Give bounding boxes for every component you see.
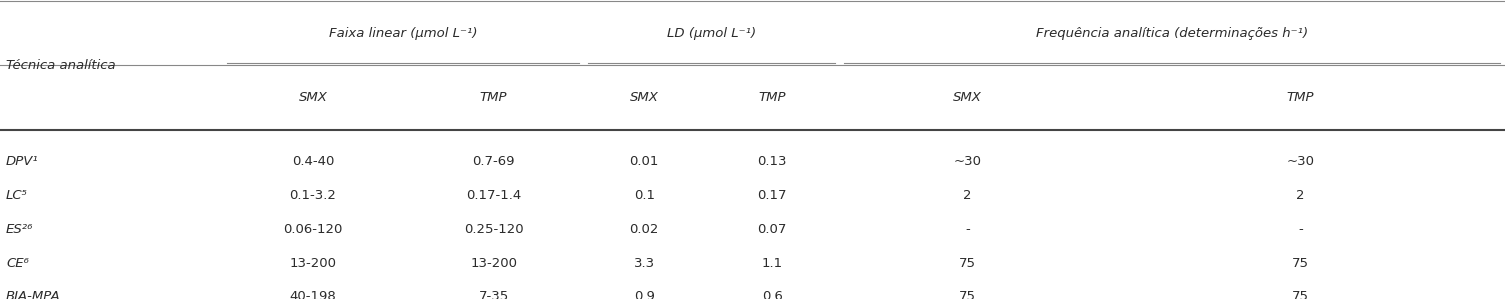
Text: TMP: TMP bbox=[759, 91, 786, 104]
Text: SMX: SMX bbox=[953, 91, 983, 104]
Text: ~30: ~30 bbox=[954, 155, 981, 168]
Text: 0.06-120: 0.06-120 bbox=[283, 223, 343, 236]
Text: 75: 75 bbox=[1291, 290, 1309, 299]
Text: Frequência analítica (determinações h⁻¹): Frequência analítica (determinações h⁻¹) bbox=[1037, 27, 1308, 40]
Text: Técnica analítica: Técnica analítica bbox=[6, 59, 116, 72]
Text: 3.3: 3.3 bbox=[634, 257, 655, 269]
Text: 0.17-1.4: 0.17-1.4 bbox=[467, 189, 521, 202]
Text: SMX: SMX bbox=[298, 91, 328, 104]
Text: TMP: TMP bbox=[1287, 91, 1314, 104]
Text: 75: 75 bbox=[1291, 257, 1309, 269]
Text: 0.1-3.2: 0.1-3.2 bbox=[289, 189, 337, 202]
Text: 0.13: 0.13 bbox=[757, 155, 787, 168]
Text: 2: 2 bbox=[963, 189, 972, 202]
Text: CE⁶: CE⁶ bbox=[6, 257, 29, 269]
Text: BIA-MPA: BIA-MPA bbox=[6, 290, 60, 299]
Text: 40-198: 40-198 bbox=[289, 290, 337, 299]
Text: 0.1: 0.1 bbox=[634, 189, 655, 202]
Text: 0.01: 0.01 bbox=[629, 155, 659, 168]
Text: 0.9: 0.9 bbox=[634, 290, 655, 299]
Text: 0.7-69: 0.7-69 bbox=[473, 155, 515, 168]
Text: 75: 75 bbox=[959, 257, 977, 269]
Text: 75: 75 bbox=[959, 290, 977, 299]
Text: LD (μmol L⁻¹): LD (μmol L⁻¹) bbox=[667, 27, 757, 40]
Text: 0.02: 0.02 bbox=[629, 223, 659, 236]
Text: -: - bbox=[1297, 223, 1303, 236]
Text: 13-200: 13-200 bbox=[289, 257, 337, 269]
Text: Faixa linear (μmol L⁻¹): Faixa linear (μmol L⁻¹) bbox=[330, 27, 477, 40]
Text: 1.1: 1.1 bbox=[762, 257, 783, 269]
Text: 0.17: 0.17 bbox=[757, 189, 787, 202]
Text: 13-200: 13-200 bbox=[470, 257, 518, 269]
Text: 0.07: 0.07 bbox=[757, 223, 787, 236]
Text: 7-35: 7-35 bbox=[479, 290, 509, 299]
Text: 0.25-120: 0.25-120 bbox=[464, 223, 524, 236]
Text: SMX: SMX bbox=[629, 91, 659, 104]
Text: LC⁵: LC⁵ bbox=[6, 189, 29, 202]
Text: 0.4-40: 0.4-40 bbox=[292, 155, 334, 168]
Text: DPV¹: DPV¹ bbox=[6, 155, 39, 168]
Text: ~30: ~30 bbox=[1287, 155, 1314, 168]
Text: 0.6: 0.6 bbox=[762, 290, 783, 299]
Text: ES²⁶: ES²⁶ bbox=[6, 223, 33, 236]
Text: 2: 2 bbox=[1296, 189, 1305, 202]
Text: -: - bbox=[965, 223, 971, 236]
Text: TMP: TMP bbox=[480, 91, 507, 104]
